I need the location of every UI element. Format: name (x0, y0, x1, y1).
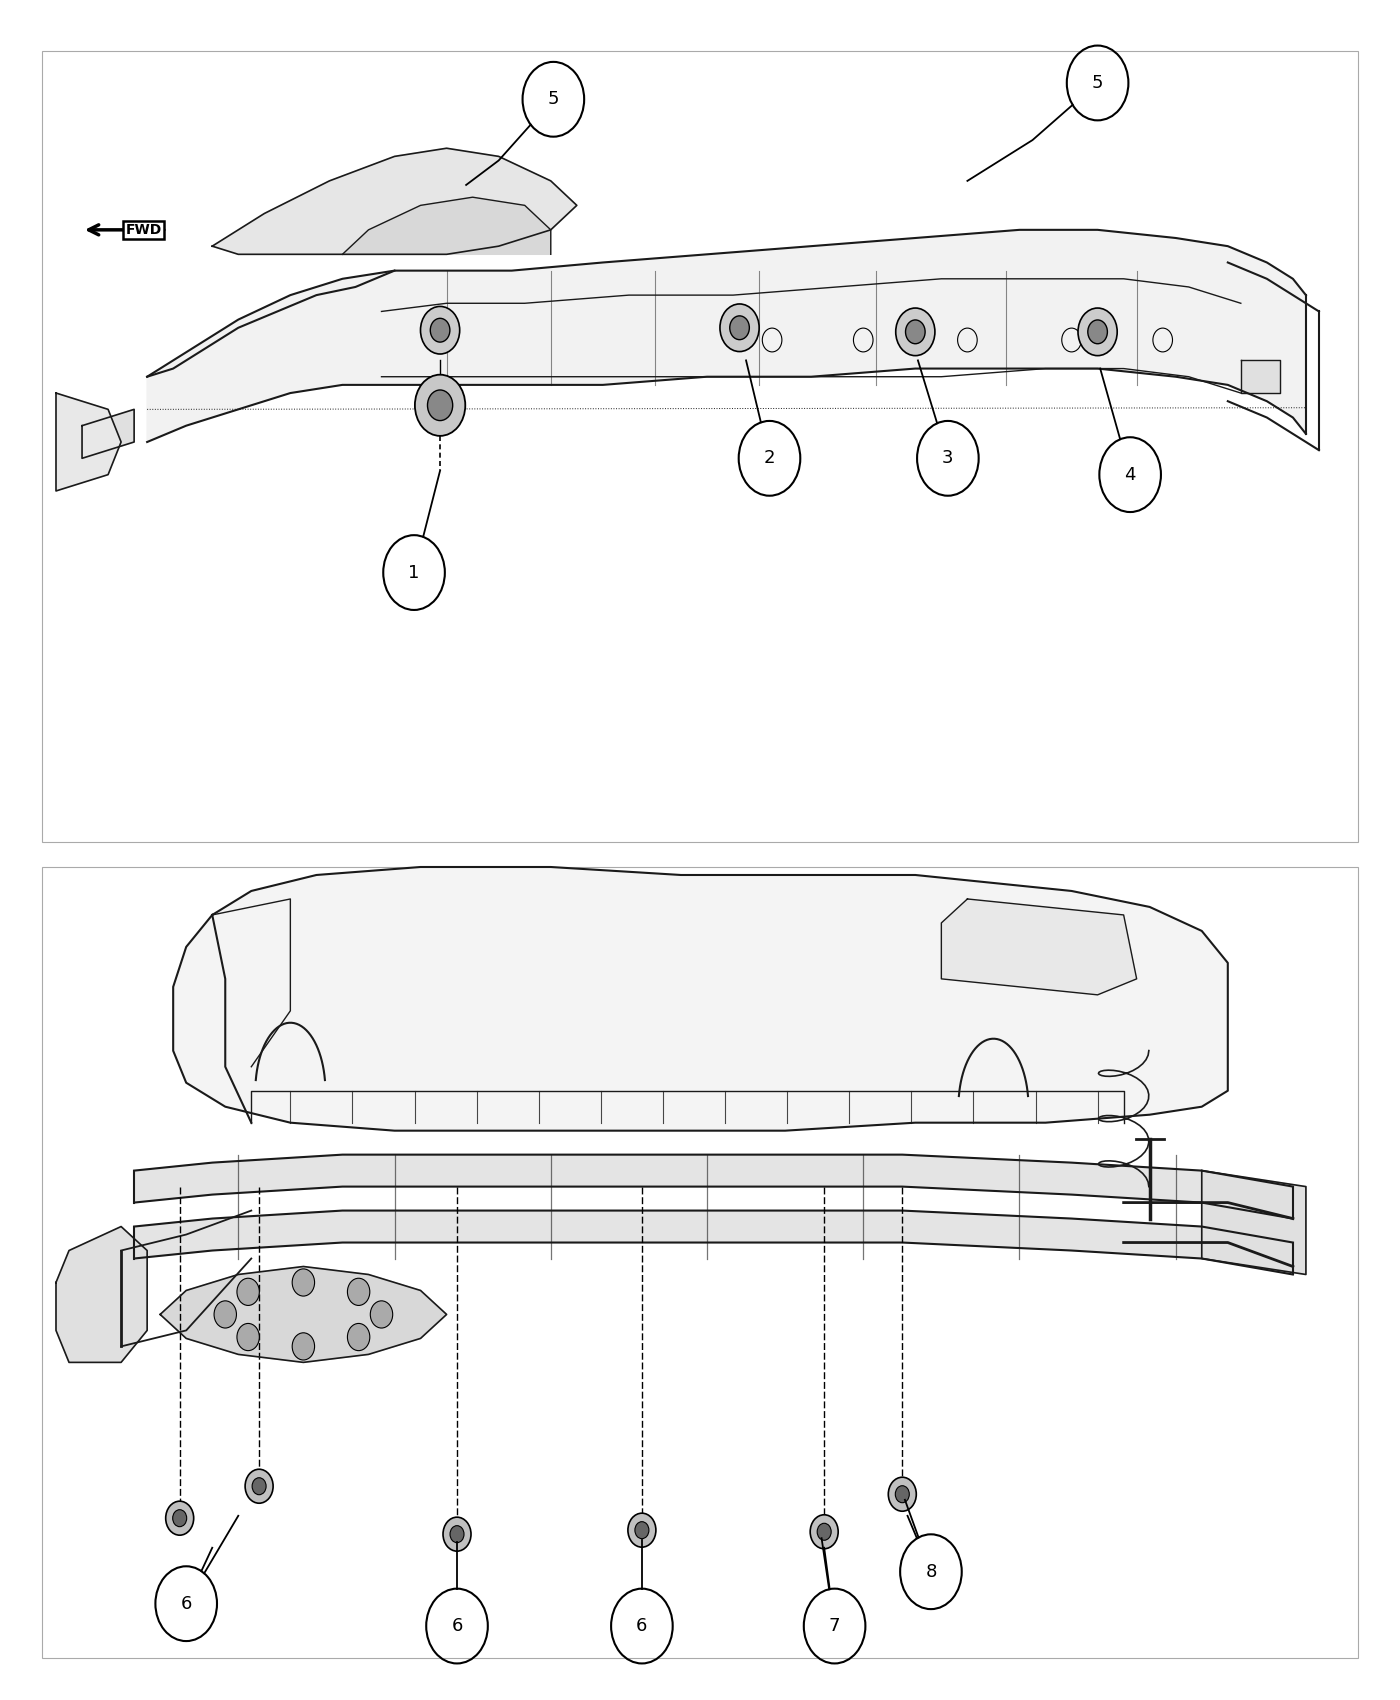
Circle shape (627, 1513, 655, 1547)
Circle shape (172, 1510, 186, 1527)
Text: 6: 6 (636, 1617, 648, 1635)
Circle shape (293, 1333, 315, 1360)
Polygon shape (160, 1266, 447, 1362)
Polygon shape (134, 1210, 1294, 1275)
Polygon shape (56, 1227, 147, 1362)
Text: 5: 5 (547, 90, 559, 109)
Polygon shape (1201, 1171, 1306, 1275)
FancyBboxPatch shape (42, 51, 1358, 842)
Circle shape (449, 1525, 463, 1542)
Polygon shape (1240, 360, 1280, 393)
Polygon shape (83, 410, 134, 459)
Polygon shape (134, 1154, 1294, 1219)
Text: 1: 1 (409, 564, 420, 581)
Text: 5: 5 (1092, 75, 1103, 92)
Circle shape (165, 1501, 193, 1535)
Circle shape (237, 1323, 259, 1350)
Circle shape (720, 304, 759, 352)
Circle shape (888, 1477, 917, 1511)
Text: FWD: FWD (126, 223, 161, 236)
Text: 7: 7 (829, 1617, 840, 1635)
Polygon shape (147, 230, 1306, 442)
Text: 8: 8 (925, 1562, 937, 1581)
Circle shape (729, 316, 749, 340)
Circle shape (245, 1469, 273, 1503)
Circle shape (1078, 308, 1117, 355)
Text: 4: 4 (1124, 466, 1135, 483)
Circle shape (634, 1522, 650, 1538)
Circle shape (427, 389, 452, 420)
Polygon shape (213, 148, 577, 255)
Circle shape (237, 1278, 259, 1306)
Circle shape (896, 1486, 910, 1503)
Circle shape (214, 1300, 237, 1328)
Text: 3: 3 (942, 449, 953, 468)
Text: 6: 6 (451, 1617, 463, 1635)
Circle shape (896, 308, 935, 355)
Circle shape (370, 1300, 392, 1328)
Polygon shape (56, 393, 120, 491)
Circle shape (818, 1523, 832, 1540)
Circle shape (1088, 320, 1107, 343)
Polygon shape (174, 867, 1228, 1130)
Circle shape (420, 306, 459, 354)
Text: 6: 6 (181, 1595, 192, 1613)
Circle shape (293, 1268, 315, 1295)
Circle shape (442, 1516, 470, 1550)
Circle shape (252, 1477, 266, 1494)
Text: 2: 2 (764, 449, 776, 468)
Circle shape (430, 318, 449, 342)
FancyBboxPatch shape (42, 867, 1358, 1658)
Circle shape (347, 1323, 370, 1350)
Circle shape (811, 1515, 839, 1549)
Polygon shape (941, 899, 1137, 994)
Circle shape (906, 320, 925, 343)
Circle shape (414, 374, 465, 435)
Circle shape (347, 1278, 370, 1306)
Polygon shape (343, 197, 550, 255)
